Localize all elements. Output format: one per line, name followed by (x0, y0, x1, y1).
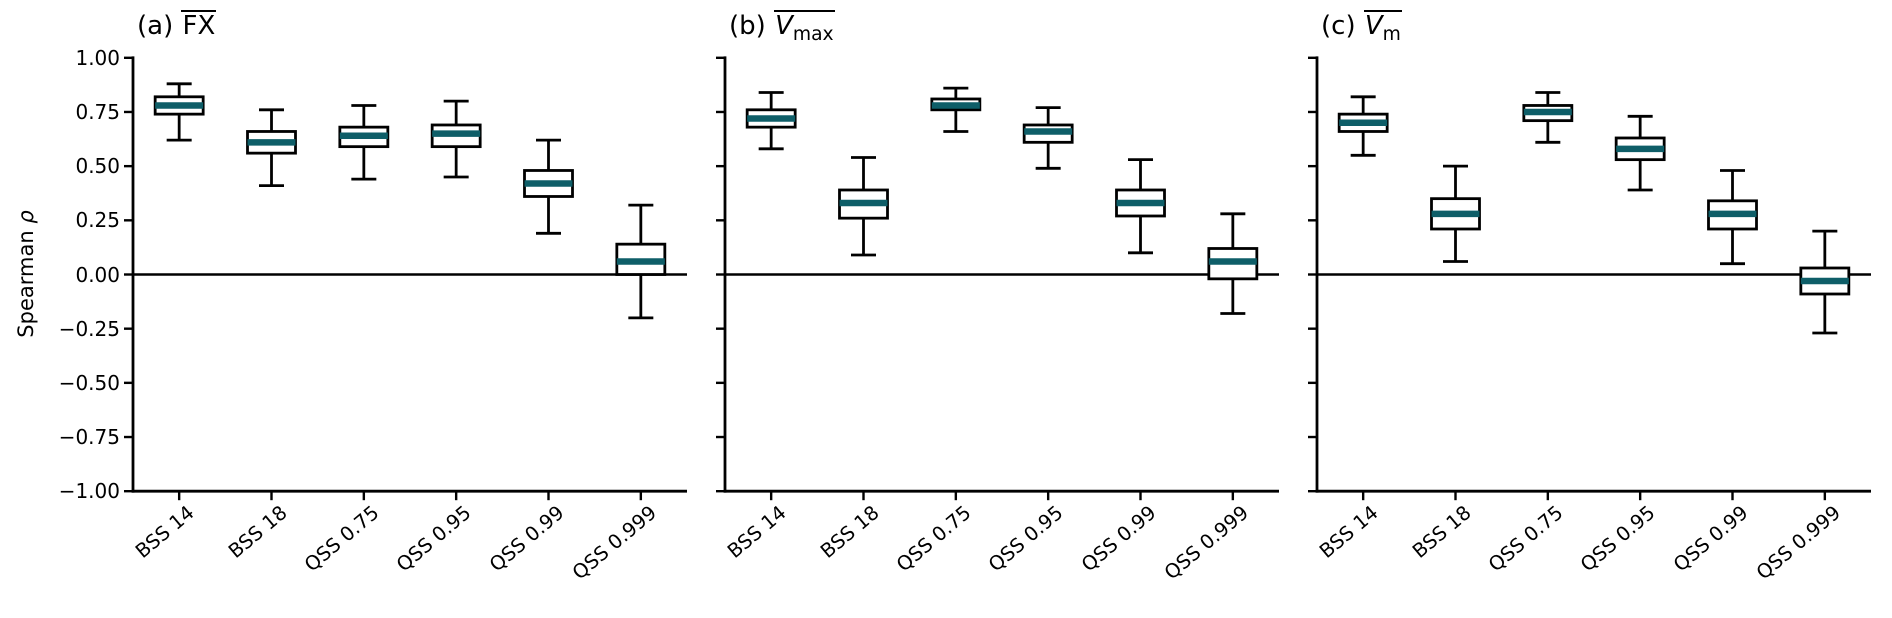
panel-title-prefix: (b) (729, 11, 775, 41)
panel-title-overlined-math: Vm (1363, 10, 1402, 46)
boxplot-qss-0-75 (1522, 91, 1574, 144)
panel-title: (b) Vmax (729, 10, 835, 46)
boxplot-qss-0-99 (523, 138, 574, 235)
boxplot-bss-18 (838, 156, 889, 257)
y-tick-label: 0.00 (75, 262, 120, 287)
boxplot-qss-0-95 (430, 99, 482, 179)
boxplot-qss-0-999 (1207, 212, 1259, 315)
panel-title-math-main: V (775, 11, 793, 41)
panel-title-prefix: (c) (1321, 11, 1364, 41)
panel-title: (c) Vm (1321, 10, 1402, 46)
panel-title-overlined-math: FX (181, 10, 217, 41)
panel-b (716, 56, 1279, 501)
panel-title-math-subscript: max (792, 24, 834, 46)
boxplot-bss-14 (153, 82, 205, 142)
boxplot-qss-0-99 (1707, 169, 1758, 266)
boxplot-bss-18 (246, 108, 297, 188)
boxplot-qss-0-99 (1115, 158, 1166, 255)
panel-c (1308, 56, 1871, 501)
panel-title-math-subscript: m (1382, 24, 1401, 46)
boxplot-qss-0-95 (1022, 106, 1074, 170)
panel-title-math-main: V (1364, 11, 1383, 41)
boxplot-bss-14 (1337, 95, 1389, 157)
y-tick-label: −0.75 (58, 425, 120, 450)
panel-title-overlined-math: Vmax (774, 10, 835, 46)
panel-title-math-main: FX (182, 11, 216, 41)
boxplot-qss-0-999 (615, 203, 667, 320)
boxplot-bss-18 (1430, 164, 1481, 263)
boxplot-qss-0-999 (1799, 229, 1851, 335)
y-tick-label: 1.00 (75, 45, 120, 70)
panel-title: (a) FX (137, 10, 217, 42)
boxplot-qss-0-95 (1614, 114, 1666, 192)
panel-a (124, 56, 687, 501)
y-tick-label: −1.00 (58, 479, 120, 504)
y-tick-label: 0.75 (75, 99, 120, 124)
panel-title-prefix: (a) (137, 11, 182, 41)
boxplot-qss-0-75 (930, 86, 982, 133)
boxplot-bss-14 (745, 91, 797, 151)
y-tick-label: 0.25 (75, 208, 120, 233)
boxplot-qss-0-75 (338, 104, 390, 181)
y-tick-label: 0.50 (75, 154, 120, 179)
y-tick-label: −0.50 (58, 370, 120, 395)
y-tick-label: −0.25 (58, 316, 120, 341)
